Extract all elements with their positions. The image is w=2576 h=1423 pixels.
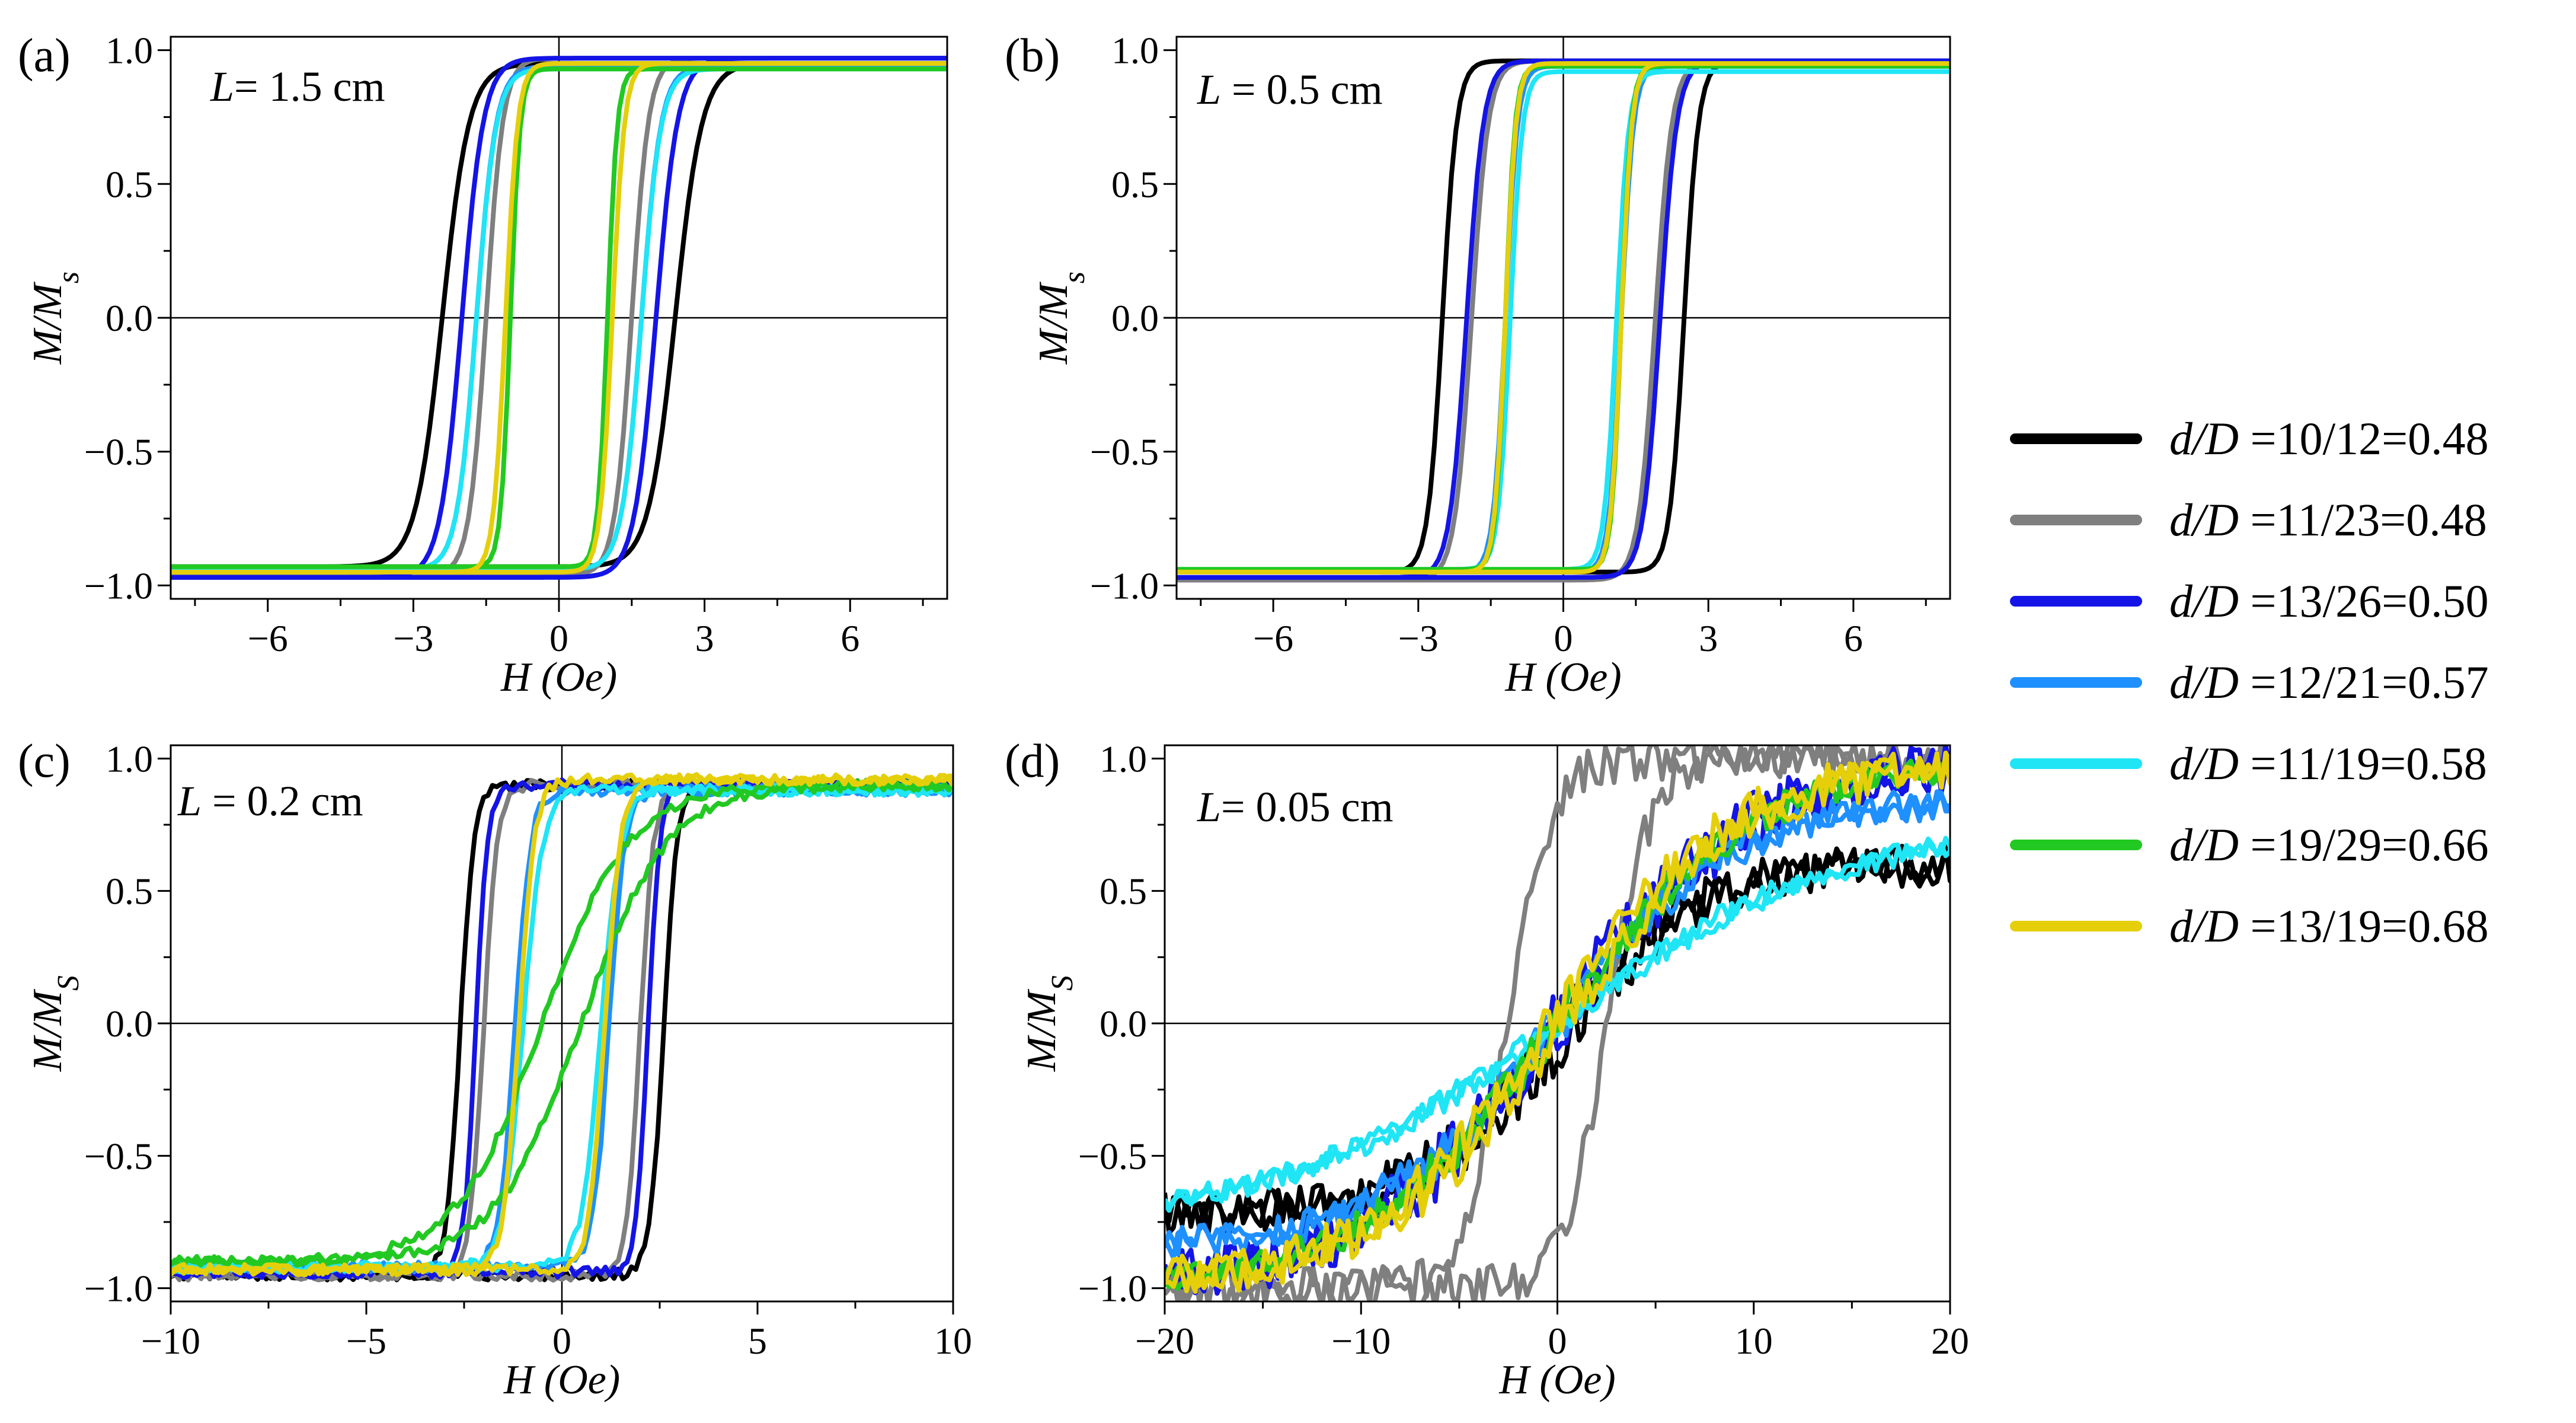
series-line-6: [171, 777, 953, 1269]
x-tick-label: 10: [1735, 1320, 1773, 1362]
x-axis-label: H (Oe): [503, 1357, 620, 1403]
x-axis-label: H (Oe): [1498, 1357, 1615, 1403]
panel-label: (d): [1005, 735, 1060, 787]
x-tick-label: 3: [695, 617, 714, 659]
legend-label-1: d/D =10/12=0.48: [2169, 413, 2489, 464]
y-tick-label: 0.5: [106, 163, 153, 205]
y-tick-label: 0.0: [106, 1003, 153, 1045]
length-annotation: L= 0.05 cm: [1197, 783, 1394, 831]
panel-label: (b): [1005, 30, 1060, 82]
y-tick-label: −1.0: [84, 1268, 153, 1310]
x-tick-label: 0: [1554, 617, 1573, 659]
series-line-3: [171, 56, 947, 580]
x-tick-label: 3: [1699, 617, 1718, 659]
x-tick-label: 0: [549, 617, 568, 659]
y-tick-label: 1.0: [106, 30, 153, 72]
x-tick-label: −20: [1135, 1320, 1194, 1362]
y-tick-label: −0.5: [84, 431, 153, 473]
legend-label-6: d/D =19/29=0.66: [2169, 819, 2489, 870]
y-axis-label: M/Ms: [1031, 272, 1091, 365]
y-tick-label: 0.0: [1100, 1003, 1147, 1045]
legend-label-3: d/D =13/26=0.50: [2169, 575, 2489, 627]
legend: d/D =10/12=0.48 d/D =11/23=0.48 d/D =13/26…: [2010, 413, 2489, 952]
x-tick-label: 20: [1931, 1320, 1969, 1362]
length-annotation: L = 0.5 cm: [1197, 66, 1383, 113]
panel-label: (a): [18, 30, 71, 82]
x-tick-label: −6: [248, 617, 288, 659]
y-tick-label: −1.0: [1078, 1268, 1147, 1310]
series-line-3: [171, 777, 953, 1280]
x-tick-label: 10: [934, 1320, 972, 1362]
y-tick-label: 0.5: [1111, 163, 1159, 205]
x-tick-label: 6: [1844, 617, 1863, 659]
chart-panel-d: −20 −10 0 10 20 −1.0 −0.5 0.0 0.5 1.0 H (Oe) M/MS (d…: [1005, 735, 1969, 1403]
series-line-3: [1177, 58, 1950, 580]
x-axis-label: H (Oe): [1504, 655, 1621, 700]
x-tick-label: −6: [1253, 617, 1293, 659]
y-tick-label: 1.0: [106, 738, 153, 780]
series-line-2: [1165, 745, 1950, 1301]
y-tick-label: 1.0: [1111, 30, 1159, 72]
x-axis-label: H (Oe): [500, 655, 617, 700]
x-tick-label: 6: [840, 617, 859, 659]
series-line-6: [1177, 63, 1950, 572]
y-tick-label: 0.0: [1111, 297, 1159, 339]
series-line-6: [171, 66, 947, 569]
y-tick-label: −0.5: [1090, 431, 1159, 473]
x-tick-label: −3: [1398, 617, 1439, 659]
y-tick-label: −1.0: [84, 564, 153, 607]
y-tick-label: 0.5: [1100, 870, 1147, 912]
y-tick-label: 0.5: [106, 870, 153, 912]
chart-panel-b: −6 −3 0 3 6 −1.0 −0.5 0.0 0.5 1.0 H (Oe) M/Ms (b) L =…: [1005, 30, 1951, 700]
length-annotation: L = 0.2 cm: [177, 777, 363, 825]
chart-panel-a: −6 −3 0 3 6 −1.0 −0.5 0.0 0.5 1.0 H (Oe) M/Ms (a) L= …: [18, 30, 948, 700]
y-axis-label: M/MS: [1019, 975, 1079, 1072]
series-line-7: [1177, 61, 1950, 575]
series-line-7: [171, 772, 953, 1278]
legend-label-7: d/D =13/19=0.68: [2169, 900, 2489, 952]
y-axis-label: M/MS: [25, 975, 85, 1072]
y-tick-label: 1.0: [1100, 738, 1147, 780]
x-tick-label: 0: [552, 1320, 571, 1362]
y-tick-label: −1.0: [1090, 564, 1159, 607]
series-line-7: [1165, 750, 1950, 1294]
series-line-7: [171, 61, 947, 575]
y-axis-label: M/Ms: [25, 272, 85, 365]
legend-label-4: d/D =12/21=0.57: [2169, 656, 2489, 708]
x-tick-label: 5: [748, 1320, 767, 1362]
panel-label: (c): [18, 735, 71, 787]
x-tick-label: −10: [1331, 1320, 1391, 1362]
legend-label-5: d/D =11/19=0.58: [2169, 738, 2487, 789]
length-annotation: L= 1.5 cm: [210, 63, 385, 110]
x-tick-label: −10: [141, 1320, 200, 1362]
legend-label-2: d/D =11/23=0.48: [2169, 494, 2487, 545]
y-tick-label: 0.0: [106, 297, 153, 339]
x-tick-label: 0: [1548, 1320, 1567, 1362]
series-line-5: [1165, 835, 1950, 1213]
y-tick-label: −0.5: [84, 1135, 153, 1177]
x-tick-label: −5: [346, 1320, 386, 1362]
x-tick-label: −3: [393, 617, 433, 659]
y-tick-label: −0.5: [1078, 1135, 1147, 1177]
chart-panel-c: −10 −5 0 5 10 −1.0 −0.5 0.0 0.5 1.0 H (Oe) M/MS (c) L…: [18, 735, 972, 1403]
